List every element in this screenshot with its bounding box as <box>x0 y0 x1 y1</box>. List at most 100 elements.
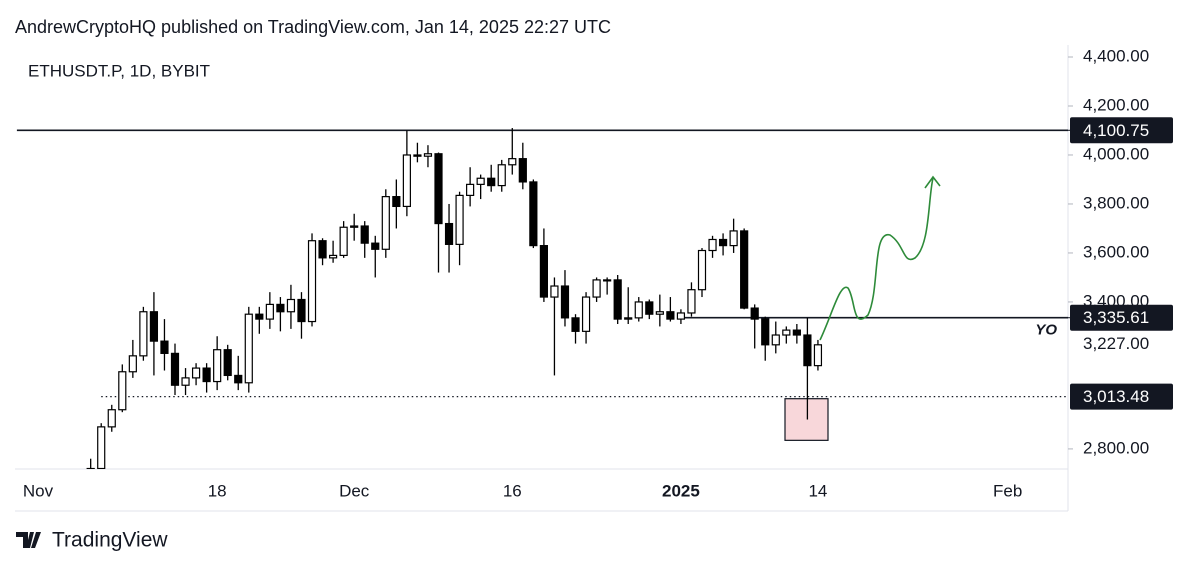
candle-body <box>160 340 169 354</box>
candle-body <box>234 374 243 384</box>
y-tick-label: 4,000.00 <box>1083 144 1149 163</box>
candle-body <box>170 352 180 386</box>
candle-body <box>86 467 95 469</box>
candle-body <box>718 238 728 247</box>
candle-body <box>423 153 433 157</box>
candle-body <box>771 334 780 346</box>
candle-body <box>360 225 369 244</box>
candle-body <box>655 311 664 315</box>
candle-body <box>603 279 612 282</box>
candle-body <box>634 301 643 319</box>
x-tick-label: 2025 <box>662 481 700 500</box>
candle-body <box>624 317 633 320</box>
candle-body <box>539 245 549 298</box>
projection-arrow <box>819 175 941 341</box>
y-tick-label: 2,800.00 <box>1083 438 1149 457</box>
level-note: YO <box>1035 322 1057 339</box>
candle-body <box>529 181 538 247</box>
candle-body <box>392 196 401 208</box>
candle-body <box>487 177 496 187</box>
last-price-label: 3,227.00 <box>1083 334 1149 353</box>
x-tick-label: 14 <box>808 481 827 500</box>
level-tag <box>1070 383 1173 410</box>
candle-body <box>223 349 232 377</box>
candle-body <box>118 371 127 411</box>
candle-body <box>444 222 454 245</box>
candle-body <box>339 226 348 257</box>
candle-body <box>149 311 159 342</box>
candle-body <box>213 349 222 383</box>
x-tick-label: 18 <box>208 481 227 500</box>
highlight-box <box>784 398 829 441</box>
candle-body <box>413 154 422 157</box>
y-tick-label: 3,400.00 <box>1083 291 1149 310</box>
candle-body <box>455 194 464 245</box>
candle-body <box>466 183 475 196</box>
symbol-title: ETHUSDT.P, 1D, BYBIT <box>28 61 210 80</box>
footer-logo <box>16 532 41 548</box>
candle-body <box>128 355 137 373</box>
level-tag <box>1070 117 1173 144</box>
candle-body <box>508 158 517 166</box>
candle-body <box>518 158 527 183</box>
candle-body <box>550 285 559 298</box>
y-tick-label: 4,400.00 <box>1083 46 1149 65</box>
plot-area <box>16 128 1068 469</box>
candle-body <box>697 249 707 291</box>
candle-body <box>803 334 812 367</box>
candle-body <box>687 289 696 314</box>
candle-body <box>181 377 190 386</box>
candle-body <box>645 301 654 315</box>
y-tick-label: 3,600.00 <box>1083 242 1149 261</box>
y-tick-label: 3,800.00 <box>1083 193 1149 212</box>
candle-body <box>265 303 274 320</box>
candle-body <box>434 153 443 225</box>
candle-body <box>782 329 791 336</box>
candle-body <box>560 285 570 319</box>
candle-body <box>381 196 390 250</box>
candle-body <box>139 311 148 357</box>
candle-body <box>402 154 411 208</box>
candle-body <box>750 307 759 320</box>
candle-body <box>107 409 116 428</box>
candle-body <box>318 240 327 259</box>
candle-body <box>371 242 380 250</box>
candle-body <box>350 225 359 228</box>
candle-body <box>329 254 338 259</box>
candle-body <box>191 367 201 379</box>
candle-body <box>97 426 106 469</box>
candle-body <box>592 279 601 298</box>
level-tag-label: 4,100.75 <box>1083 121 1149 140</box>
level-tag <box>1070 304 1173 331</box>
candle-body <box>613 279 622 320</box>
candle-body <box>676 312 686 320</box>
candle-body <box>571 317 580 332</box>
candle-body <box>202 367 211 383</box>
candle-body <box>813 344 823 367</box>
candle-body <box>497 164 506 187</box>
x-tick-label: Nov <box>23 481 54 500</box>
candle-body <box>297 298 306 323</box>
candle-body <box>581 296 591 332</box>
candle-body <box>244 313 253 384</box>
candle-body <box>792 329 801 336</box>
candle-body <box>476 177 485 185</box>
x-tick-label: Dec <box>339 481 370 500</box>
candle-body <box>740 230 749 309</box>
y-tick-label: 4,200.00 <box>1083 95 1149 114</box>
logo-icon <box>16 532 41 548</box>
candle-body <box>761 318 770 346</box>
level-tag-label: 3,335.61 <box>1083 308 1149 327</box>
candle-body <box>276 303 285 313</box>
header-text: AndrewCryptoHQ published on TradingView.… <box>15 17 611 37</box>
overlay: 4,100.75 3,335.61 YO 3,013.48 <box>1035 117 1173 410</box>
candle-body <box>666 311 675 320</box>
candle-body <box>286 298 296 313</box>
candle-body <box>729 230 738 247</box>
candle-body <box>708 238 717 252</box>
level-tag-label: 3,013.48 <box>1083 387 1149 406</box>
x-tick-label: 16 <box>503 481 522 500</box>
candle-body <box>255 313 264 320</box>
candle-body <box>307 240 317 323</box>
